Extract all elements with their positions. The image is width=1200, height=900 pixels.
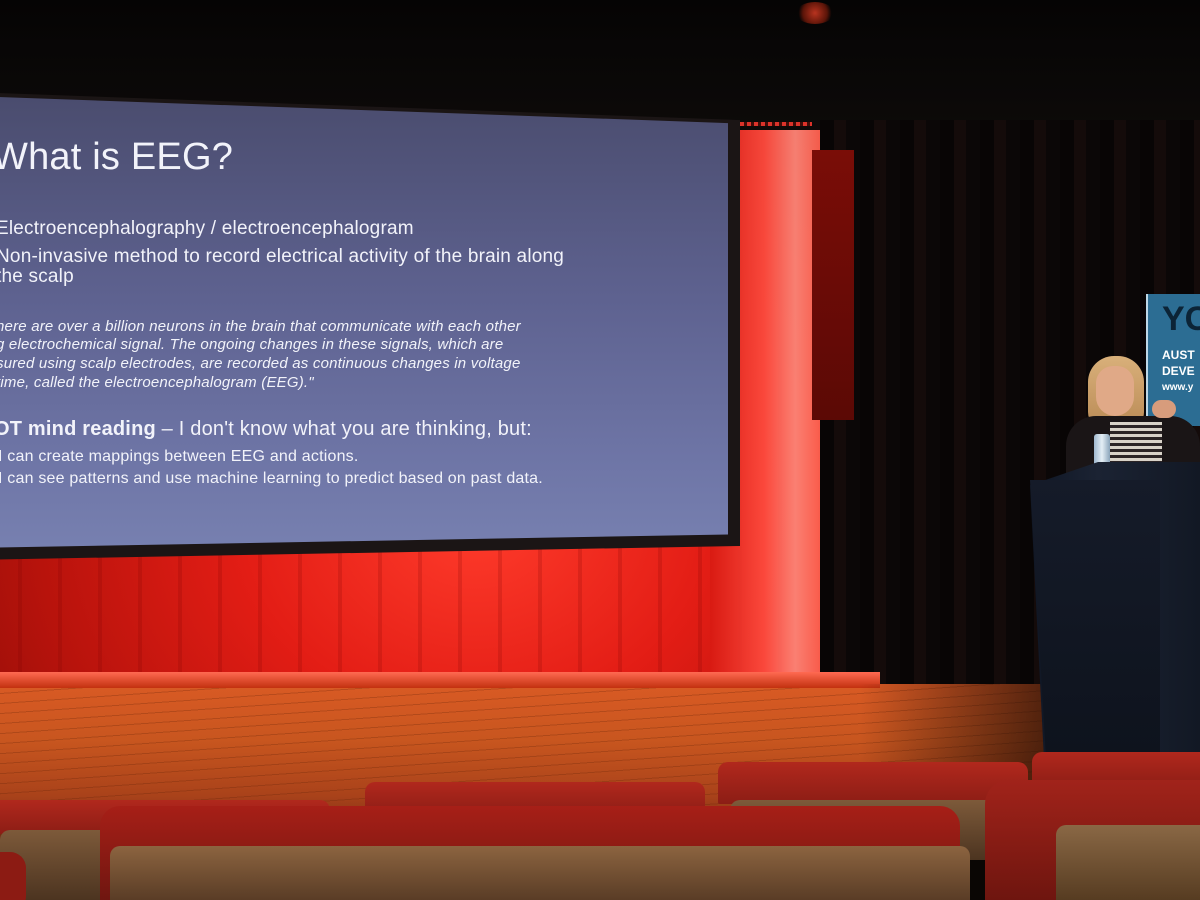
front-seat bbox=[110, 846, 970, 900]
banner-line-2: DEVE bbox=[1162, 364, 1195, 378]
slide-title: What is EEG? bbox=[0, 136, 234, 178]
banner-line-1: AUST bbox=[1162, 348, 1195, 362]
slide-quote-line: g electrochemical signal. The ongoing ch… bbox=[0, 336, 504, 353]
speaker-striped-top bbox=[1110, 422, 1162, 462]
projection-screen: What is EEG? Electroencephalography / el… bbox=[0, 96, 728, 548]
front-seat bbox=[1056, 825, 1200, 900]
slide-bullet-2-line-2: the scalp bbox=[0, 266, 74, 287]
speaker-face bbox=[1096, 366, 1134, 416]
slide-bullet-3: OT mind reading – I don't know what you … bbox=[0, 418, 532, 441]
stage-edge bbox=[0, 672, 880, 688]
water-bottle bbox=[1094, 434, 1110, 468]
audience-seat-back bbox=[718, 762, 1028, 804]
slide-bullet-1: Electroencephalography / electroencephal… bbox=[0, 218, 414, 239]
slide-quote-line: sured using scalp electrodes, are record… bbox=[0, 355, 521, 372]
front-seat-corner bbox=[0, 852, 26, 900]
slide-bullet-3-bold: OT mind reading bbox=[0, 418, 156, 440]
led-strip bbox=[712, 122, 812, 126]
ceiling-spotlight bbox=[796, 2, 834, 24]
drape-edge bbox=[812, 150, 854, 420]
slide-quote-line: time, called the electroencephalogram (E… bbox=[0, 374, 314, 391]
speaker-hand bbox=[1152, 400, 1176, 418]
slide-bullet-2-line-1: Non-invasive method to record electrical… bbox=[0, 246, 565, 267]
slide-sub-bullet-2: I can see patterns and use machine learn… bbox=[0, 470, 543, 487]
slide-sub-bullet-1: I can create mappings between EEG and ac… bbox=[0, 448, 359, 465]
banner-line-3: www.y bbox=[1162, 382, 1194, 393]
slide-quote-line: here are over a billion neurons in the b… bbox=[0, 318, 521, 335]
slide-bullet-3-rest: – I don't know what you are thinking, bu… bbox=[155, 418, 532, 440]
banner-logo-letters: YC bbox=[1162, 300, 1200, 338]
podium-front bbox=[1030, 480, 1160, 752]
